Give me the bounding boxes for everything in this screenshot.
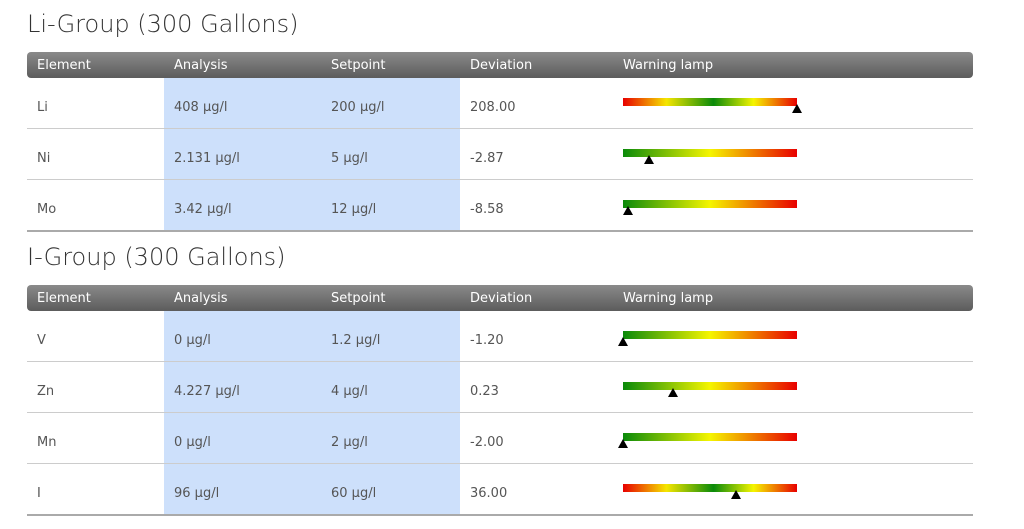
table-row: [27, 78, 973, 129]
cell: 408 µg/l: [174, 100, 228, 115]
lamp-marker: [731, 490, 742, 499]
cell: 0 µg/l: [174, 435, 211, 450]
cell: I: [37, 486, 41, 501]
cell: Mn: [37, 435, 57, 450]
table-row: [27, 180, 973, 232]
warning-lamp: [623, 98, 797, 106]
cell: 60 µg/l: [331, 486, 377, 501]
warning-lamp: [623, 149, 797, 157]
header-cell: Element: [37, 58, 91, 73]
cell: 36.00: [470, 486, 508, 501]
cell: Zn: [37, 384, 55, 399]
lamp-marker: [618, 337, 628, 346]
header-cell: Analysis: [174, 291, 228, 306]
analysis-column: [164, 285, 460, 515]
cell: Mo: [37, 202, 57, 217]
header-cell: Deviation: [470, 291, 533, 306]
header-cell: Warning lamp: [623, 58, 714, 73]
cell: 0.23: [470, 384, 499, 399]
group-title: Li-Group (300 Gallons): [27, 10, 299, 38]
header-cell: Setpoint: [331, 291, 386, 306]
cell: -8.58: [470, 202, 504, 217]
table-header: [27, 285, 973, 311]
cell: 4 µg/l: [331, 384, 368, 399]
lamp-marker: [792, 104, 802, 113]
warning-lamp: [623, 484, 797, 492]
header-cell: Analysis: [174, 58, 228, 73]
cell: 12 µg/l: [331, 202, 377, 217]
warning-lamp: [623, 331, 797, 339]
lamp-marker: [668, 388, 679, 397]
cell: -2.00: [470, 435, 504, 450]
warning-lamp: [623, 433, 797, 441]
group-title: I-Group (300 Gallons): [27, 243, 286, 271]
lamp-marker: [644, 155, 655, 164]
warning-lamp: [623, 382, 797, 390]
table-row: [27, 413, 973, 464]
lamp-marker: [618, 439, 628, 448]
cell: V: [37, 333, 46, 348]
cell: 0 µg/l: [174, 333, 211, 348]
analysis-column: [164, 52, 460, 231]
cell: 200 µg/l: [331, 100, 385, 115]
cell: 4.227 µg/l: [174, 384, 240, 399]
table-header: [27, 52, 973, 78]
warning-lamp: [623, 200, 797, 208]
cell: 2.131 µg/l: [174, 151, 240, 166]
cell: Ni: [37, 151, 51, 166]
cell: 5 µg/l: [331, 151, 368, 166]
cell: Li: [37, 100, 48, 115]
cell: -2.87: [470, 151, 504, 166]
cell: 3.42 µg/l: [174, 202, 232, 217]
cell: 2 µg/l: [331, 435, 368, 450]
table-row: [27, 362, 973, 413]
table-row: [27, 464, 973, 516]
cell: 1.2 µg/l: [331, 333, 381, 348]
header-cell: Deviation: [470, 58, 533, 73]
cell: 208.00: [470, 100, 516, 115]
header-cell: Warning lamp: [623, 291, 714, 306]
table-row: [27, 129, 973, 180]
cell: -1.20: [470, 333, 504, 348]
cell: 96 µg/l: [174, 486, 220, 501]
lamp-marker: [623, 206, 634, 215]
table-row: [27, 311, 973, 362]
header-cell: Element: [37, 291, 91, 306]
header-cell: Setpoint: [331, 58, 386, 73]
